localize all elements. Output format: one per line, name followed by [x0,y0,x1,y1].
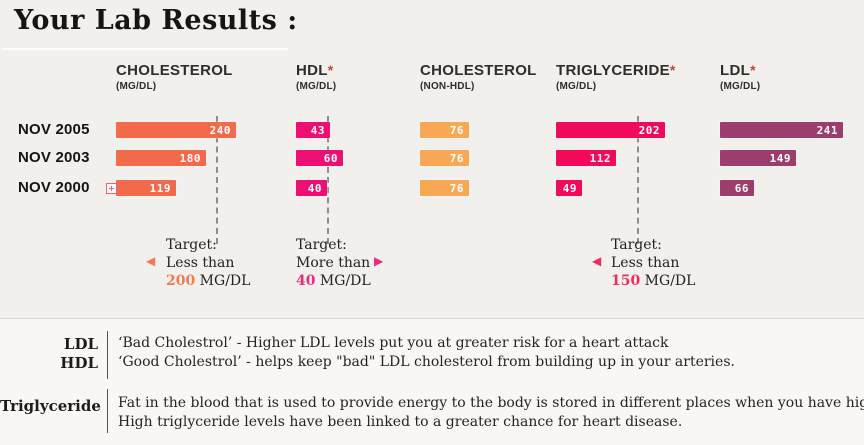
bar-cholesterol-non-hdl-nov-2005: 76 [420,122,469,138]
bar-hdl-mg-dl-nov-2003: 60 [296,150,343,166]
bar-value-label: 112 [589,152,611,165]
target-note-cholesterol: Target: Less than 200 MG/DL [166,236,250,290]
target-value-line: 150 MG/DL [611,273,696,289]
column-header-ldl-mg-dl: LDL* [720,62,756,79]
column-header-cholesterol-mg-dl: CHOLESTEROL [116,62,233,79]
column-header-hdl-mg-dl: HDL* [296,62,333,79]
bar-triglyceride-mg-dl-nov-2000: 49 [556,180,582,196]
target-note-triglyceride: Target: Less than 150 MG/DL [611,236,695,290]
bar-value-label: 49 [562,182,577,195]
title-underline [2,48,288,50]
bar-value-label: 119 [149,182,171,195]
target-line-cholesterol [216,116,218,244]
bar-value-label: 180 [179,152,201,165]
column-unit-triglyceride-mg-dl: (MG/DL) [556,81,597,92]
bar-triglyceride-mg-dl-nov-2003: 112 [556,150,616,166]
column-unit-hdl-mg-dl: (MG/DL) [296,81,337,92]
bar-value-label: 240 [209,124,231,137]
row-label-nov-2000: NOV 2000 [18,179,90,196]
target-direction-right-triangle-icon: ▶ [374,254,384,268]
target-value: 40 [296,273,316,289]
row-label-nov-2003: NOV 2003 [18,149,90,166]
column-header-label: TRIGLYCERIDE [556,62,670,79]
bar-cholesterol-mg-dl-nov-2005: 240 [116,122,236,138]
bar-value-label: 241 [816,124,838,137]
column-header-label: CHOLESTEROL [116,62,233,79]
asterisk-icon: * [750,62,756,78]
triglyceride-footnote-text-line1: Fat in the blood that is used to provide… [118,395,864,411]
triglyceride-footnote-label: Triglyceride [0,397,101,415]
bar-value-label: 76 [449,152,464,165]
target-note-line: Target: [296,237,347,253]
ldl-footnote-text: ‘Bad Cholestrol’ - Higher LDL levels put… [118,335,669,351]
bar-value-label: 40 [307,182,322,195]
row-label-nov-2005: NOV 2005 [18,121,90,138]
footnote-section: ✱ LDL HDL ‘Bad Cholestrol’ - Higher LDL … [0,318,864,445]
footnote-divider [107,389,108,433]
hdl-footnote-label: HDL [60,354,98,372]
bar-ldl-mg-dl-nov-2000: 66 [720,180,754,196]
bar-hdl-mg-dl-nov-2005: 43 [296,122,330,138]
bar-cholesterol-mg-dl-nov-2000: 119 [116,180,176,196]
target-note-line: Less than [611,255,680,271]
bar-value-label: 149 [769,152,791,165]
bar-cholesterol-mg-dl-nov-2003: 180 [116,150,206,166]
bar-value-label: 60 [323,152,338,165]
hdl-footnote-text: ‘Good Cholestrol’ - helps keep "bad" LDL… [118,354,735,370]
column-header-cholesterol-non-hdl: CHOLESTEROL [420,62,537,79]
target-value-line: 40 MG/DL [296,273,371,289]
target-note-line: Target: [611,237,662,253]
target-direction-left-triangle-icon: ◀ [592,254,602,268]
footnote-divider [107,331,108,379]
column-header-triglyceride-mg-dl: TRIGLYCERIDE* [556,62,676,79]
column-unit-cholesterol-mg-dl: (MG/DL) [116,81,157,92]
target-note-line: Less than [166,255,235,271]
bar-cholesterol-non-hdl-nov-2003: 76 [420,150,469,166]
target-value: 150 [611,273,641,289]
target-value: 200 [166,273,196,289]
target-line-hdl [327,116,330,244]
bar-value-label: 43 [310,124,325,137]
bar-ldl-mg-dl-nov-2005: 241 [720,122,843,138]
bar-cholesterol-non-hdl-nov-2000: 76 [420,180,469,196]
target-line-triglyceride [637,116,639,244]
bar-value-label: 76 [449,182,464,195]
bar-value-label: 76 [449,124,464,137]
bar-ldl-mg-dl-nov-2003: 149 [720,150,796,166]
asterisk-icon: * [327,62,334,78]
target-direction-left-triangle-icon: ◀ [146,254,156,268]
target-note-hdl: Target: More than 40 MG/DL [296,236,371,290]
bar-value-label: 66 [734,182,749,195]
column-header-label: HDL [296,62,328,79]
target-note-line: Target: [166,237,217,253]
target-value-line: 200 MG/DL [166,273,251,289]
bar-triglyceride-mg-dl-nov-2005: 202 [556,122,665,138]
column-unit-ldl-mg-dl: (MG/DL) [720,81,761,92]
column-header-label: CHOLESTEROL [420,62,537,79]
triglyceride-footnote-text-line2: High triglyceride levels have been linke… [118,414,683,430]
column-unit-cholesterol-non-hdl: (NON-HDL) [420,81,475,92]
ldl-footnote-label: LDL [63,335,98,353]
plus-marker-icon [106,183,117,194]
target-note-line: More than [296,255,371,271]
asterisk-icon: * [669,62,676,78]
column-header-label: LDL [720,62,751,79]
bar-value-label: 202 [638,124,660,137]
page-title: Your Lab Results : [14,5,298,36]
bar-hdl-mg-dl-nov-2000: 40 [296,180,327,196]
